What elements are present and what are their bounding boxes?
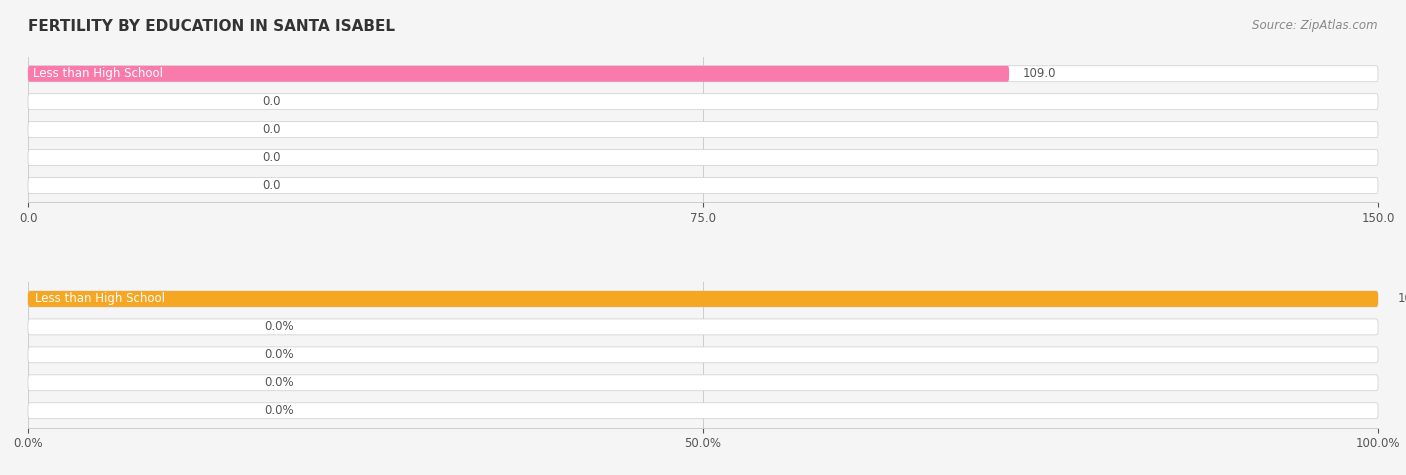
Text: 100.0%: 100.0%: [1398, 293, 1406, 305]
FancyBboxPatch shape: [28, 319, 1378, 335]
FancyBboxPatch shape: [28, 150, 1378, 166]
Text: 0.0: 0.0: [262, 151, 281, 164]
Text: 0.0: 0.0: [262, 179, 281, 192]
Text: Less than High School: Less than High School: [32, 67, 163, 80]
FancyBboxPatch shape: [28, 66, 1010, 82]
Text: High School Diploma: High School Diploma: [32, 95, 156, 108]
Text: Bachelor's Degree: Bachelor's Degree: [32, 151, 141, 164]
FancyBboxPatch shape: [28, 403, 1378, 418]
FancyBboxPatch shape: [28, 291, 1378, 307]
Text: Less than High School: Less than High School: [35, 293, 165, 305]
Text: 0.0%: 0.0%: [264, 321, 294, 333]
Text: Graduate Degree: Graduate Degree: [32, 179, 135, 192]
Text: 0.0%: 0.0%: [264, 404, 294, 417]
FancyBboxPatch shape: [28, 66, 1378, 82]
FancyBboxPatch shape: [28, 347, 1378, 363]
Text: Graduate Degree: Graduate Degree: [35, 404, 138, 417]
FancyBboxPatch shape: [28, 122, 1378, 138]
Text: Source: ZipAtlas.com: Source: ZipAtlas.com: [1253, 19, 1378, 32]
Text: Bachelor's Degree: Bachelor's Degree: [35, 376, 143, 390]
FancyBboxPatch shape: [28, 291, 1378, 307]
Text: 109.0: 109.0: [1022, 67, 1056, 80]
Text: 0.0: 0.0: [262, 95, 281, 108]
Text: College or Associate's Degree: College or Associate's Degree: [35, 348, 211, 361]
FancyBboxPatch shape: [28, 375, 1378, 391]
Text: 0.0%: 0.0%: [264, 376, 294, 390]
Text: 0.0%: 0.0%: [264, 348, 294, 361]
FancyBboxPatch shape: [28, 178, 1378, 193]
Text: FERTILITY BY EDUCATION IN SANTA ISABEL: FERTILITY BY EDUCATION IN SANTA ISABEL: [28, 19, 395, 34]
Text: High School Diploma: High School Diploma: [35, 321, 157, 333]
Text: College or Associate's Degree: College or Associate's Degree: [32, 123, 209, 136]
FancyBboxPatch shape: [28, 94, 1378, 110]
Text: 0.0: 0.0: [262, 123, 281, 136]
